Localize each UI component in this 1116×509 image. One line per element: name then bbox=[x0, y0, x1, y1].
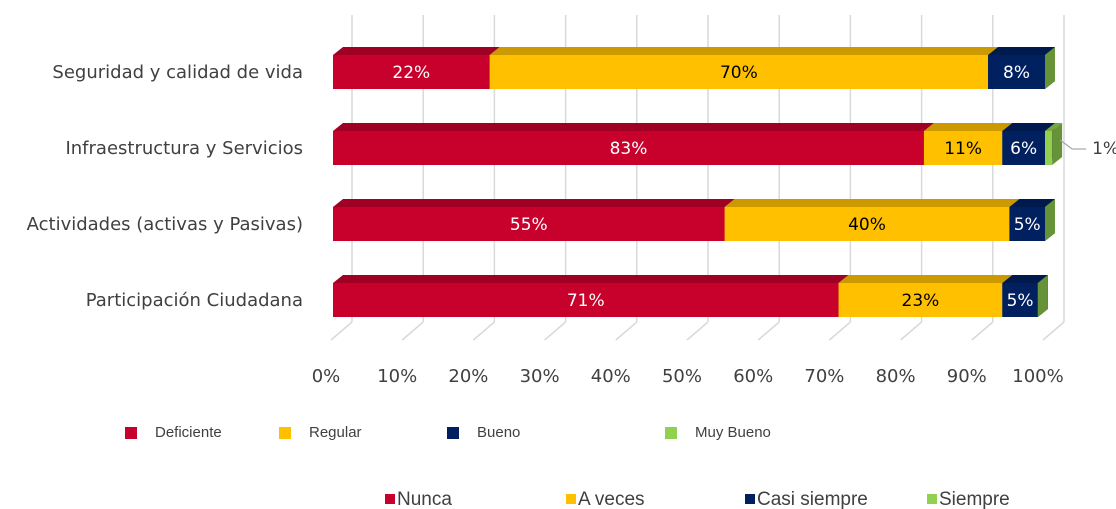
bar-top bbox=[333, 123, 934, 131]
grid-floor bbox=[615, 321, 638, 341]
grid-floor bbox=[401, 321, 424, 341]
category-label: Infraestructura y Servicios bbox=[65, 138, 303, 159]
bar bbox=[838, 283, 1003, 317]
legend-label: Siempre bbox=[939, 489, 1010, 509]
legend-label: A veces bbox=[578, 489, 645, 509]
legend-swatch bbox=[927, 494, 937, 504]
grid-floor bbox=[757, 321, 780, 341]
legend-swatch bbox=[566, 494, 576, 504]
grid-floor bbox=[828, 321, 851, 341]
x-tick-label: 0% bbox=[312, 366, 341, 387]
bar bbox=[489, 55, 989, 89]
grid-floor bbox=[686, 321, 709, 341]
bar-top bbox=[333, 47, 500, 55]
x-tick-label: 100% bbox=[1012, 366, 1063, 387]
legend-swatch bbox=[385, 494, 395, 504]
data-label: 1% bbox=[1092, 139, 1116, 159]
bar-side bbox=[1052, 123, 1063, 165]
x-tick-label: 10% bbox=[377, 366, 417, 387]
grid-floor bbox=[544, 321, 567, 341]
bar bbox=[923, 131, 1003, 165]
grid-floor bbox=[330, 321, 353, 341]
legend-swatch bbox=[125, 427, 137, 439]
data-label: 71% bbox=[567, 291, 605, 311]
x-tick-label: 90% bbox=[947, 366, 987, 387]
grid-floor bbox=[971, 321, 994, 341]
bar bbox=[333, 131, 924, 165]
grid-floor bbox=[1042, 321, 1065, 341]
grid-floor bbox=[900, 321, 923, 341]
legend-label: Muy Bueno bbox=[695, 424, 771, 441]
bar bbox=[333, 55, 490, 89]
grid-floor bbox=[472, 321, 495, 341]
data-label: 70% bbox=[720, 63, 758, 83]
bar bbox=[1009, 207, 1045, 241]
data-label: 5% bbox=[1014, 215, 1041, 235]
data-label: 8% bbox=[1003, 63, 1030, 83]
legend-label: Nunca bbox=[397, 489, 452, 509]
legend-swatch bbox=[447, 427, 459, 439]
legend-label: Regular bbox=[309, 424, 362, 441]
bar-top bbox=[724, 199, 1020, 207]
data-label: 83% bbox=[610, 139, 648, 159]
legend-swatch bbox=[745, 494, 755, 504]
category-label: Seguridad y calidad de vida bbox=[52, 62, 303, 83]
x-tick-label: 30% bbox=[520, 366, 560, 387]
x-tick-label: 40% bbox=[591, 366, 631, 387]
data-label: 6% bbox=[1010, 139, 1037, 159]
bar bbox=[1002, 131, 1045, 165]
bar-side bbox=[1045, 47, 1055, 89]
data-label: 5% bbox=[1007, 291, 1034, 311]
bar bbox=[724, 207, 1010, 241]
category-label: Participación Ciudadana bbox=[86, 290, 303, 311]
bar-top bbox=[923, 123, 1013, 131]
bar bbox=[1045, 131, 1053, 165]
bar-top bbox=[1009, 199, 1055, 207]
bar-top bbox=[333, 199, 735, 207]
legend-label: Bueno bbox=[477, 424, 520, 441]
bar-top bbox=[1002, 123, 1055, 131]
x-tick-label: 70% bbox=[804, 366, 844, 387]
x-tick-label: 60% bbox=[733, 366, 773, 387]
x-tick-label: 80% bbox=[876, 366, 916, 387]
data-label: 40% bbox=[848, 215, 886, 235]
leader-line bbox=[1059, 139, 1073, 150]
data-label: 55% bbox=[510, 215, 548, 235]
x-tick-label: 20% bbox=[448, 366, 488, 387]
bar-top bbox=[988, 47, 1055, 55]
data-label: 11% bbox=[944, 139, 982, 159]
bar-top bbox=[838, 275, 1013, 283]
bar-top bbox=[1045, 123, 1063, 131]
bar bbox=[333, 283, 839, 317]
bar-side bbox=[1045, 199, 1055, 241]
bar bbox=[988, 55, 1045, 89]
bar bbox=[333, 207, 725, 241]
bar-side bbox=[1037, 275, 1048, 317]
bar-top bbox=[489, 47, 999, 55]
bar bbox=[1002, 283, 1038, 317]
category-label: Actividades (activas y Pasivas) bbox=[27, 214, 303, 235]
bar-top bbox=[1002, 275, 1048, 283]
data-label: 23% bbox=[902, 291, 940, 311]
data-label: 22% bbox=[392, 63, 430, 83]
bar-top bbox=[333, 275, 849, 283]
legend-swatch bbox=[279, 427, 291, 439]
legend-swatch bbox=[665, 427, 677, 439]
legend-label: Deficiente bbox=[155, 424, 222, 441]
x-tick-label: 50% bbox=[662, 366, 702, 387]
legend-label: Casi siempre bbox=[757, 489, 868, 509]
